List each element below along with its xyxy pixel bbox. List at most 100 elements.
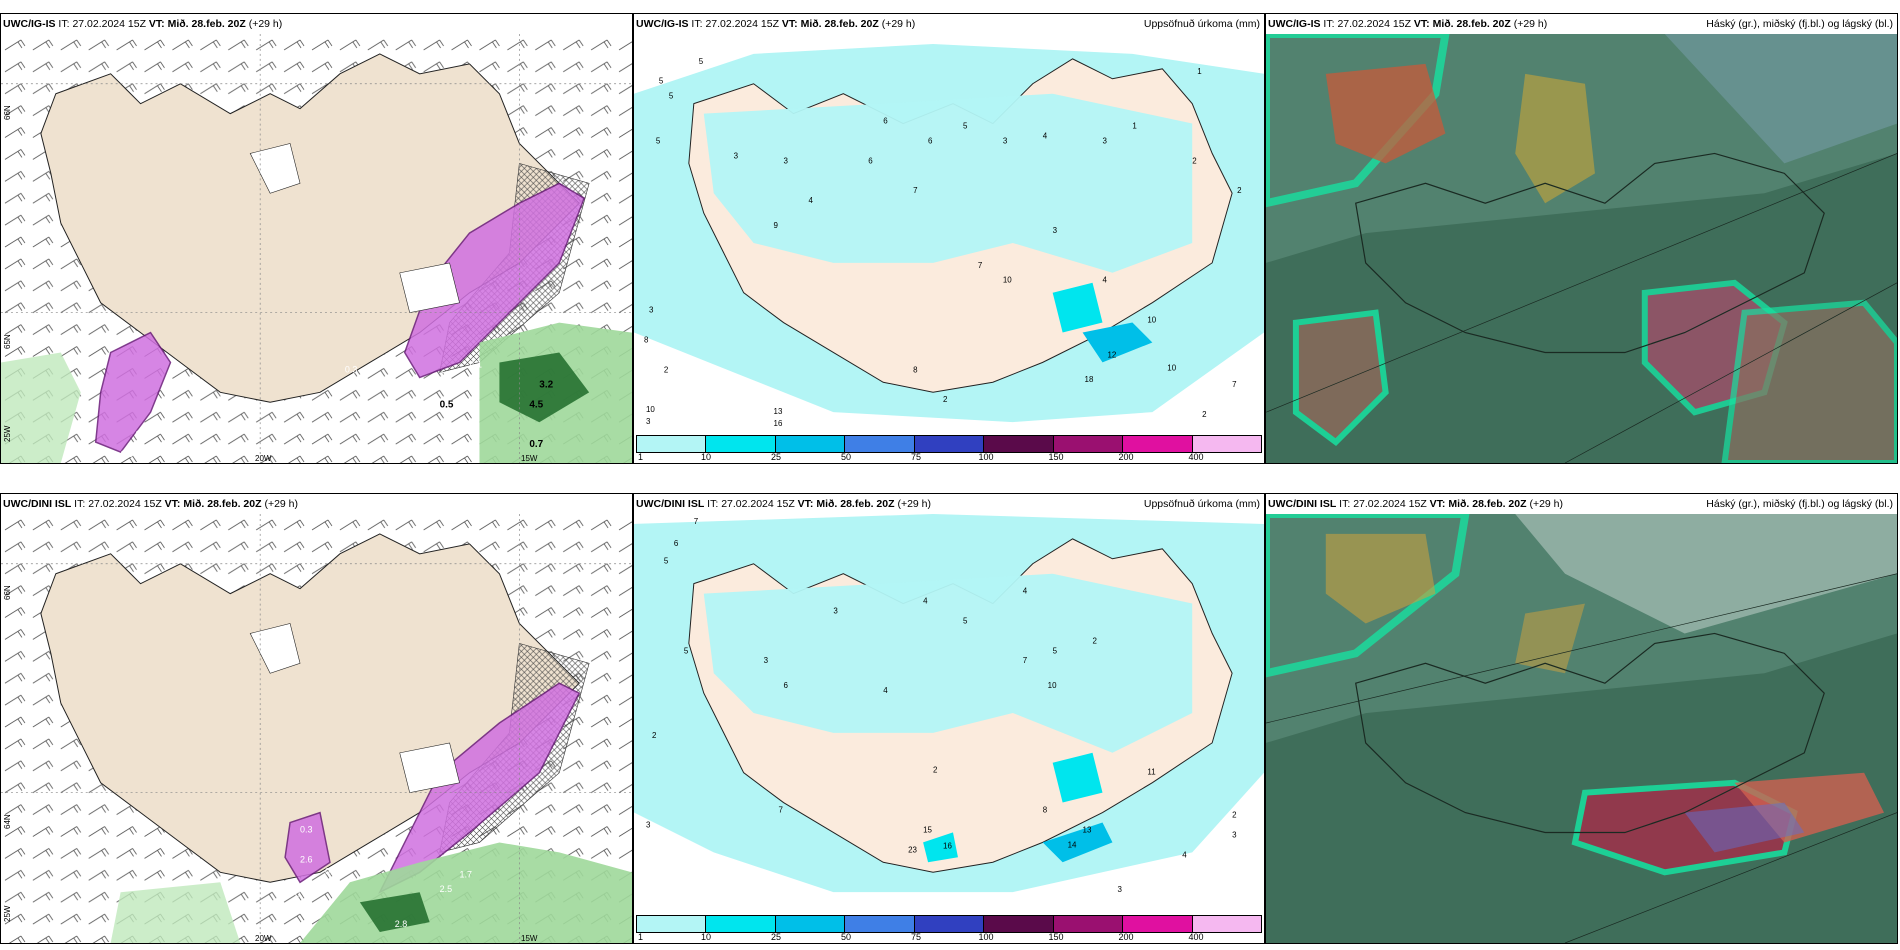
- precip-value: 2: [1237, 186, 1242, 195]
- precip-value: 13: [1083, 825, 1092, 834]
- precip-value: 3: [734, 151, 739, 160]
- lead-time: (+29 h): [1529, 498, 1564, 510]
- model-name: UWC/DINI ISL: [1268, 498, 1337, 510]
- panel-ig-precip: UWC/IG-IS IT: 27.02.2024 15Z VT: Mið. 28…: [633, 13, 1265, 464]
- panel-dini-precip: UWC/DINI ISL IT: 27.02.2024 15Z VT: Mið.…: [633, 493, 1265, 944]
- lon-label: 15W: [521, 454, 538, 463]
- colorbar-tick: 1: [638, 452, 644, 462]
- colorbar-bin: [914, 436, 985, 452]
- model-name: UWC/IG-IS: [3, 18, 56, 30]
- it-label: IT:: [58, 18, 70, 30]
- precip-value: 7: [694, 517, 699, 526]
- iceland-coast: [1355, 152, 1825, 354]
- precip-values: 5 5 5 5 3 3 4 6 6 5 3 7 4 8 3 6 10 2 3 7: [644, 57, 1242, 428]
- precip-value: 7: [779, 806, 784, 815]
- lat-label: 25W: [3, 425, 12, 442]
- precip-value: 5: [1053, 646, 1058, 655]
- colorbar-bin: [637, 436, 707, 452]
- precip-value: 5: [664, 557, 669, 566]
- vt-value: Mið. 28.feb. 20Z: [816, 498, 895, 510]
- colorbar-tick: 100: [978, 932, 994, 942]
- colorbar-tick: 400: [1188, 452, 1204, 462]
- precip-value: 2: [1093, 636, 1098, 645]
- precip-map: 7 6 5 5 3 3 6 4 5 4 2 7 4 5 10 2 3 2 11 …: [634, 514, 1264, 915]
- panel-header: UWC/DINI ISL IT: 27.02.2024 15Z VT: Mið.…: [634, 494, 1264, 514]
- precip-value: 7: [1023, 656, 1028, 665]
- precip-value: 3: [646, 417, 651, 426]
- wind-map: 3.2 4.5 0.5 0.7 1.8 4.1 0.3 0.6 0.7 1.6: [1, 34, 632, 463]
- precip-value: 15: [923, 825, 932, 834]
- lon-label: 15W: [521, 934, 538, 943]
- colorbar-tick: 10: [700, 932, 712, 942]
- pressure-label: 3.2: [539, 379, 553, 390]
- precip-value: 1: [1197, 67, 1202, 76]
- panel-header: UWC/IG-IS IT: 27.02.2024 15Z VT: Mið. 28…: [1266, 14, 1897, 34]
- pressure-label: 0.7: [529, 439, 543, 450]
- precip-value: 3: [1053, 226, 1058, 235]
- lead-time: (+29 h): [897, 498, 932, 510]
- pressure-label: 0.8: [295, 889, 307, 899]
- pressure-label: 2.5: [440, 884, 452, 894]
- precip-value: 16: [943, 841, 952, 850]
- precip-value: 12: [1107, 350, 1116, 359]
- precip-value: 2: [664, 365, 669, 374]
- precip-value: 8: [1043, 806, 1048, 815]
- pressure-label: 1.7: [460, 869, 472, 879]
- it-label: IT:: [707, 498, 719, 510]
- precip-value: 5: [963, 122, 968, 131]
- it-value: 27.02.2024 15Z: [721, 498, 795, 510]
- colorbar-tick: 1: [638, 932, 644, 942]
- colorbar-bin: [775, 436, 846, 452]
- colorbar-tick: 150: [1048, 932, 1064, 942]
- precip-value: 6: [674, 539, 679, 548]
- lon-label: 20W: [255, 934, 272, 943]
- vt-label: VT:: [164, 498, 181, 510]
- model-name: UWC/DINI ISL: [3, 498, 72, 510]
- panel-header: UWC/DINI ISL IT: 27.02.2024 15Z VT: Mið.…: [1, 494, 632, 514]
- precip-value: 1: [1132, 122, 1137, 131]
- colorbar-tick: 50: [840, 932, 852, 942]
- colorbar-bin: [706, 436, 776, 452]
- precip-value: 4: [1103, 276, 1108, 285]
- precip-value: 6: [868, 156, 873, 165]
- colorbar-bin: [775, 916, 846, 932]
- vt-value: Mið. 28.feb. 20Z: [1448, 498, 1527, 510]
- colorbar-tick: 150: [1048, 452, 1064, 462]
- precip-value: 3: [649, 306, 654, 315]
- colorbar-bin: [637, 916, 707, 932]
- precip-value: 3: [646, 820, 651, 829]
- it-value: 27.02.2024 15Z: [88, 498, 162, 510]
- precip-value: 23: [908, 845, 917, 854]
- precip-value: 14: [1068, 840, 1077, 849]
- precip-value: 4: [808, 196, 813, 205]
- precip-value: 4: [923, 597, 928, 606]
- lat-label: 64N: [3, 814, 12, 829]
- precip-value: 2: [933, 766, 938, 775]
- precip-value: 11: [1147, 768, 1156, 777]
- it-label: IT:: [1323, 18, 1335, 30]
- precip-value: 4: [1043, 131, 1048, 140]
- panel-header: UWC/IG-IS IT: 27.02.2024 15Z VT: Mið. 28…: [1, 14, 632, 34]
- pressure-label: 1.8: [440, 369, 452, 379]
- lead-time: (+29 h): [1513, 18, 1548, 30]
- precip-value: 10: [1003, 276, 1012, 285]
- vt-label: VT:: [1429, 498, 1446, 510]
- pressure-label: 1.6: [156, 419, 168, 429]
- precip-title: Uppsöfnuð úrkoma (mm): [1143, 498, 1260, 510]
- it-label: IT:: [74, 498, 86, 510]
- lat-label: 65N: [3, 334, 12, 349]
- colorbar-tick: 400: [1188, 932, 1204, 942]
- precip-value: 7: [978, 261, 983, 270]
- precip-colorbar: 1 10 25 50 75 100 150 200 400: [634, 915, 1264, 943]
- colorbar-bin: [1123, 436, 1193, 452]
- colorbar-bin: [706, 916, 776, 932]
- precip-value: 10: [646, 405, 655, 414]
- cloud-map: [1266, 34, 1897, 463]
- colorbar-bin: [845, 916, 915, 932]
- colorbar-bin: [1053, 916, 1124, 932]
- it-value: 27.02.2024 15Z: [72, 18, 146, 30]
- pressure-label: 0.5: [325, 866, 337, 876]
- precip-value: 7: [1232, 380, 1237, 389]
- precip-value: 7: [913, 186, 918, 195]
- colorbar-bin: [914, 916, 985, 932]
